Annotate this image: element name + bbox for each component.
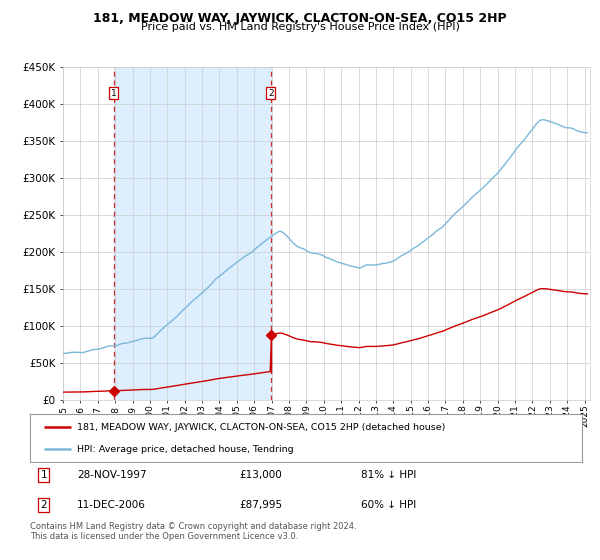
Text: Price paid vs. HM Land Registry's House Price Index (HPI): Price paid vs. HM Land Registry's House … bbox=[140, 22, 460, 32]
Text: 11-DEC-2006: 11-DEC-2006 bbox=[77, 500, 146, 510]
Text: 2: 2 bbox=[268, 88, 274, 97]
Text: Contains HM Land Registry data © Crown copyright and database right 2024.
This d: Contains HM Land Registry data © Crown c… bbox=[30, 522, 356, 542]
Text: HPI: Average price, detached house, Tendring: HPI: Average price, detached house, Tend… bbox=[77, 445, 293, 454]
Text: 181, MEADOW WAY, JAYWICK, CLACTON-ON-SEA, CO15 2HP (detached house): 181, MEADOW WAY, JAYWICK, CLACTON-ON-SEA… bbox=[77, 423, 445, 432]
Text: £13,000: £13,000 bbox=[240, 470, 283, 480]
Text: 1: 1 bbox=[111, 88, 116, 97]
Text: £87,995: £87,995 bbox=[240, 500, 283, 510]
Text: 81% ↓ HPI: 81% ↓ HPI bbox=[361, 470, 416, 480]
Text: 181, MEADOW WAY, JAYWICK, CLACTON-ON-SEA, CO15 2HP: 181, MEADOW WAY, JAYWICK, CLACTON-ON-SEA… bbox=[93, 12, 507, 25]
Bar bbox=[113, 67, 271, 400]
Text: 1: 1 bbox=[40, 470, 47, 480]
Text: 2: 2 bbox=[40, 500, 47, 510]
Text: 60% ↓ HPI: 60% ↓ HPI bbox=[361, 500, 416, 510]
Text: 28-NOV-1997: 28-NOV-1997 bbox=[77, 470, 146, 480]
